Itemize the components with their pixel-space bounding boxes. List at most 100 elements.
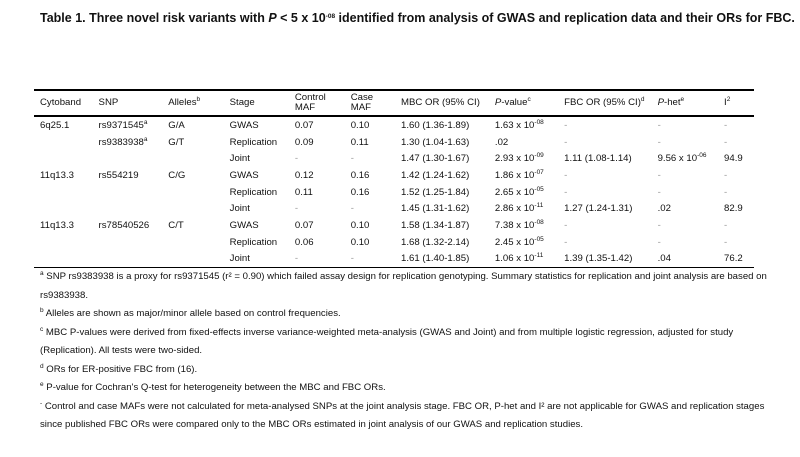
cell-p: 2.86 x 10-11 <box>494 202 544 215</box>
cell-snp <box>93 251 163 268</box>
cell-i2: 76.2 <box>724 253 743 265</box>
cell-fbc: 1.39 (1.35-1.42) <box>564 253 633 265</box>
cell-mbc: 1.61 (1.40-1.85) <box>401 253 470 265</box>
cell-stage: Joint <box>229 253 250 265</box>
cell-mbc: 1.42 (1.24-1.62) <box>401 169 470 181</box>
cell-i2: - <box>724 169 728 181</box>
cell-phet: .02 <box>657 203 671 215</box>
table-row: Joint - - 1.45 (1.31-1.62) 2.86 x 10-11 1.27 … <box>34 200 754 217</box>
column-header: Stage <box>229 97 255 108</box>
cell-case: - <box>350 203 354 215</box>
cell-alleles <box>162 200 223 217</box>
cell-fbc: - <box>564 169 568 181</box>
cell-alleles: C/T <box>168 219 184 231</box>
cell-case: 0.16 <box>350 169 370 181</box>
cell-p: 2.65 x 10-05 <box>494 185 544 198</box>
column-header: FBC OR (95% CI)d <box>564 96 645 108</box>
footnote: b Alleles are shown as major/minor allel… <box>40 307 341 319</box>
table-row: 11q13.3 rs554219 C/G GWAS 0.12 0.16 1.42 (1.24… <box>34 167 754 184</box>
cell-case: - <box>350 153 354 165</box>
cell-stage: Replication <box>229 136 278 148</box>
cell-cyto: 11q13.3 <box>40 169 74 181</box>
cell-phet: - <box>657 136 661 148</box>
cell-stage: GWAS <box>229 169 259 181</box>
cell-p: 1.86 x 10-07 <box>494 168 544 181</box>
cell-alleles <box>162 150 223 167</box>
cell-stage: GWAS <box>229 119 259 131</box>
cell-p: 1.63 x 10-08 <box>494 118 544 131</box>
cell-phet: .04 <box>657 253 671 265</box>
cell-p: 1.06 x 10-11 <box>494 252 544 265</box>
cell-snp <box>93 150 163 167</box>
cell-phet: - <box>657 219 661 231</box>
cell-ctrl: 0.07 <box>294 219 314 231</box>
cell-mbc: 1.68 (1.32-2.14) <box>401 236 470 248</box>
table-title: Table 1. Three novel risk variants with … <box>40 11 795 25</box>
cell-phet: - <box>657 236 661 248</box>
cell-mbc: 1.58 (1.34-1.87) <box>401 219 470 231</box>
cell-alleles <box>162 184 223 201</box>
cell-cyto <box>34 200 93 217</box>
cell-p: 2.93 x 10-09 <box>494 152 544 165</box>
cell-ctrl: 0.12 <box>294 169 314 181</box>
cell-stage: Replication <box>229 186 278 198</box>
table-row: rs9383938a G/T Replication 0.09 0.11 1.30 (1.… <box>34 134 754 151</box>
table-header: Cytoband SNP Allelesb Stage Control MAF Case … <box>34 90 754 116</box>
footnote: a SNP rs9383938 is a proxy for rs9371545… <box>40 270 767 301</box>
column-header: Cytoband <box>40 97 82 108</box>
cell-snp <box>93 184 163 201</box>
cell-ctrl: - <box>294 203 299 215</box>
cell-cyto: 6q25.1 <box>40 119 70 131</box>
cell-ctrl: - <box>294 253 299 265</box>
cell-mbc: 1.30 (1.04-1.63) <box>401 136 470 148</box>
cell-cyto <box>34 150 93 167</box>
column-header: I2 <box>724 96 731 108</box>
cell-p: .02 <box>494 136 509 148</box>
cell-fbc: 1.11 (1.08-1.14) <box>564 153 632 165</box>
cell-fbc: - <box>564 186 568 198</box>
cell-i2: - <box>724 219 728 231</box>
cell-alleles <box>162 234 223 251</box>
cell-stage: GWAS <box>229 219 259 231</box>
table-row: 6q25.1 rs9371545a G/A GWAS 0.07 0.10 1.60 (1.3… <box>34 116 754 134</box>
cell-snp <box>93 234 163 251</box>
cell-ctrl: 0.07 <box>294 119 314 131</box>
footnotes: a SNP rs9383938 is a proxy for rs9371545… <box>40 268 780 435</box>
cell-i2: 82.9 <box>724 203 743 215</box>
cell-case: - <box>350 253 354 265</box>
column-header: MBC OR (95% CI) <box>401 97 480 108</box>
cell-phet: - <box>657 186 661 198</box>
table-row: Joint - - 1.47 (1.30-1.67) 2.93 x 10-09 1.11 … <box>34 150 754 167</box>
footnote: e P-value for Cochran's Q-test for heter… <box>40 381 386 393</box>
cell-alleles: G/A <box>168 119 185 131</box>
column-header: SNP <box>98 97 119 108</box>
table-row: 11q13.3 rs78540526 C/T GWAS 0.07 0.10 1.58 (1.… <box>34 217 754 234</box>
cell-ctrl: 0.09 <box>294 136 314 148</box>
cell-cyto <box>34 134 93 151</box>
footnote: c MBC P-values were derived from fixed-e… <box>40 325 734 356</box>
cell-alleles: G/T <box>168 136 185 148</box>
table-row: Replication 0.11 0.16 1.52 (1.25-1.84) 2.65 … <box>34 184 754 201</box>
cell-case: 0.10 <box>350 219 370 231</box>
cell-cyto: 11q13.3 <box>40 219 74 231</box>
cell-mbc: 1.60 (1.36-1.89) <box>401 119 470 131</box>
cell-cyto <box>34 234 93 251</box>
cell-ctrl: - <box>294 153 299 165</box>
cell-mbc: 1.52 (1.25-1.84) <box>401 186 470 198</box>
cell-case: 0.10 <box>350 119 370 131</box>
column-header: Case MAF <box>350 92 374 113</box>
cell-i2: 94.9 <box>724 153 743 165</box>
cell-i2: - <box>724 136 728 148</box>
cell-snp: rs9383938a <box>98 135 148 148</box>
cell-alleles <box>162 251 223 268</box>
cell-mbc: 1.45 (1.31-1.62) <box>401 203 470 215</box>
cell-snp: rs554219 <box>98 169 139 181</box>
cell-p: 2.45 x 10-05 <box>494 235 544 248</box>
cell-i2: - <box>724 186 728 198</box>
cell-phet: - <box>657 169 661 181</box>
column-header: P-valuec <box>494 96 531 108</box>
column-header: P-hete <box>657 96 685 108</box>
column-header: Control MAF <box>294 92 326 113</box>
cell-fbc: - <box>564 236 568 248</box>
cell-p: 7.38 x 10-08 <box>494 218 544 231</box>
